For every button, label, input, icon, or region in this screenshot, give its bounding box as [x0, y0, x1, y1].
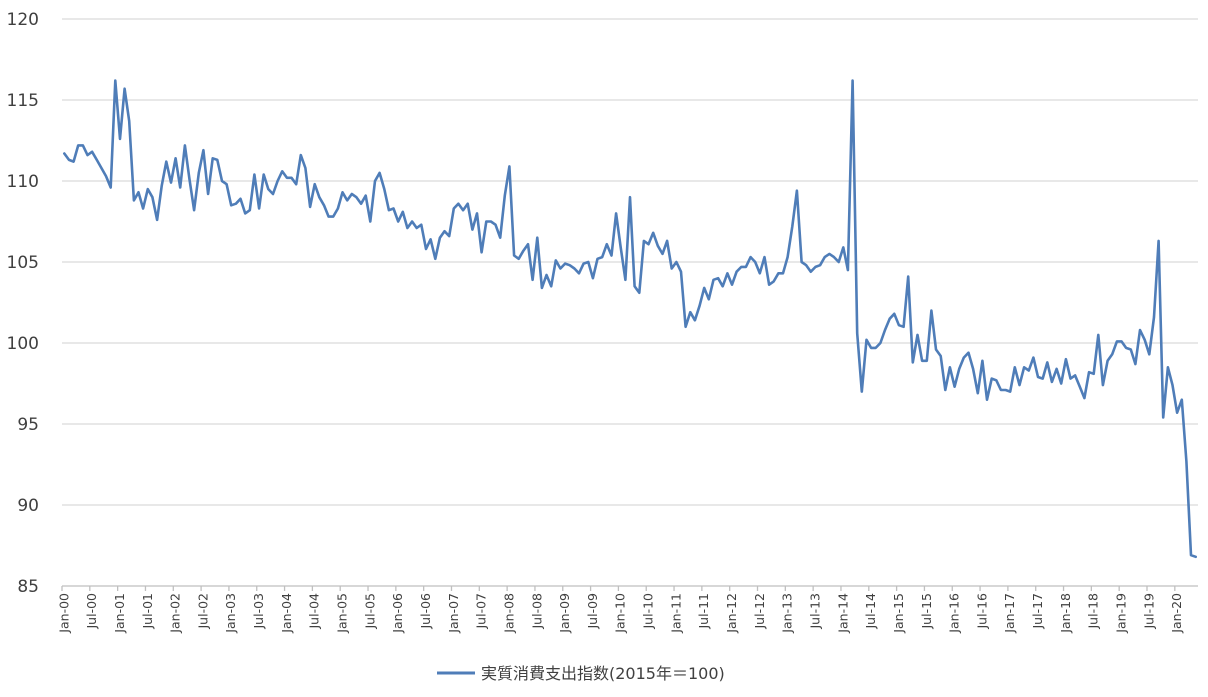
x-tick-label: Jul-19: [1141, 593, 1156, 630]
x-tick-label: Jan-03: [223, 593, 238, 634]
x-tick-label: Jan-06: [390, 593, 405, 634]
x-tick-label: Jul-15: [919, 593, 934, 630]
x-tick-label: Jul-10: [641, 593, 656, 630]
x-tick-label: Jan-00: [56, 593, 71, 634]
gridlines: [61, 18, 1198, 591]
y-tick-label: 115: [7, 91, 39, 111]
x-tick-label: Jul-13: [807, 593, 822, 630]
x-axis-tick-labels: Jan-00 Jul-00 Jan-01 Jul-01 Jan-02 Jul-02 Jan-…: [56, 593, 1184, 634]
x-tick-label: Jul-16: [974, 593, 989, 630]
y-tick-label: 95: [17, 415, 39, 435]
x-tick-label: Jan-10: [613, 593, 628, 634]
y-tick-label: 105: [7, 253, 39, 273]
x-tick-label: Jul-08: [529, 593, 544, 630]
x-tick-label: Jan-16: [947, 593, 962, 634]
x-tick-label: Jul-04: [307, 593, 322, 630]
x-tick-label: Jan-12: [724, 593, 739, 634]
series-lines: [63, 79, 1197, 559]
x-tick-label: Jan-20: [1169, 593, 1184, 634]
y-tick-label: 85: [17, 577, 39, 597]
series-line-0: [63, 79, 1197, 559]
x-tick-label: Jul-03: [251, 593, 266, 630]
x-tick-label: Jul-14: [863, 593, 878, 630]
x-tick-label: Jul-00: [84, 593, 99, 630]
y-tick-label: 110: [7, 172, 39, 192]
x-tick-label: Jan-02: [168, 593, 183, 634]
x-tick-label: Jan-01: [112, 593, 127, 634]
x-tick-label: Jan-15: [891, 593, 906, 634]
x-tick-label: Jan-08: [501, 593, 516, 634]
y-tick-label: 90: [17, 496, 39, 516]
x-tick-label: Jan-09: [557, 593, 572, 634]
x-tick-label: Jan-04: [279, 593, 294, 634]
x-tick-label: Jul-02: [195, 593, 210, 630]
x-tick-label: Jul-01: [140, 593, 155, 630]
y-tick-label: 120: [7, 10, 39, 30]
x-tick-label: Jul-17: [1030, 593, 1045, 630]
legend-label: 実質消費支出指数(2015年＝100): [481, 664, 725, 683]
x-tick-label: Jan-07: [446, 593, 461, 634]
y-axis-tick-labels: 85 90 95 100 105 110 115 120: [7, 10, 39, 597]
legend: 実質消費支出指数(2015年＝100): [437, 664, 725, 683]
x-tick-label: Jul-18: [1086, 593, 1101, 630]
x-tick-label: Jul-05: [362, 593, 377, 630]
x-tick-label: Jan-11: [668, 593, 683, 634]
x-tick-label: Jan-17: [1002, 593, 1017, 634]
x-tick-label: Jan-14: [835, 593, 850, 634]
x-tick-label: Jul-12: [752, 593, 767, 630]
x-tick-label: Jan-05: [335, 593, 350, 634]
x-tick-label: Jul-11: [696, 593, 711, 630]
x-tick-label: Jul-09: [585, 593, 600, 630]
x-tick-label: Jul-06: [418, 593, 433, 630]
x-tick-label: Jan-19: [1113, 593, 1128, 634]
y-tick-label: 100: [7, 334, 39, 354]
x-tick-label: Jan-18: [1058, 593, 1073, 634]
x-tick-label: Jul-07: [474, 593, 489, 630]
x-tick-label: Jan-13: [780, 593, 795, 634]
